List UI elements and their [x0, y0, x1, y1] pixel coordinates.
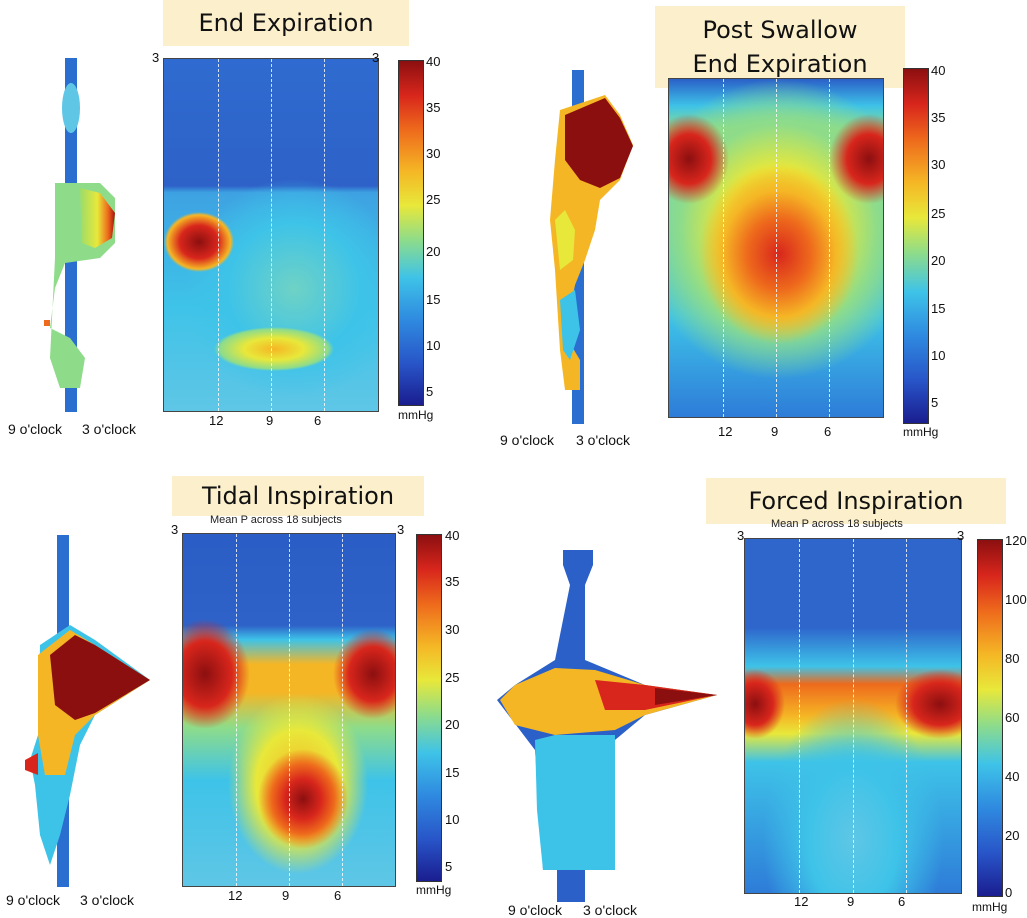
panel4-edge-right: 3 — [957, 528, 965, 543]
panel3-subtitle: Mean P across 18 subjects — [210, 514, 342, 526]
panel1-cbar-unit: mmHg — [398, 408, 434, 422]
panel4-cbar-unit: mmHg — [972, 900, 1008, 914]
panel3-title: Tidal Inspiration — [172, 476, 424, 516]
panel2-label-9oclock: 9 o'clock — [500, 432, 555, 448]
panel2-title-line2: End Expiration — [692, 50, 868, 78]
panel3-xtick-12: 12 — [228, 888, 243, 903]
panel1-label-9oclock: 9 o'clock — [8, 421, 63, 437]
panel2-cbar-tick-20: 20 — [931, 253, 946, 268]
panel2-cbar-tick-5: 5 — [931, 395, 939, 410]
panel3-cbar-tick-5: 5 — [445, 859, 453, 874]
panel2-cbar-tick-15: 15 — [931, 301, 946, 316]
panel1-colorbar — [398, 60, 424, 406]
panel1-cbar-tick-35: 35 — [426, 100, 441, 115]
panel3-cbar-unit: mmHg — [416, 883, 452, 897]
panel1-title: End Expiration — [163, 0, 409, 46]
panel4-cbar-tick-60: 60 — [1005, 710, 1020, 725]
panel4-cbar-tick-80: 80 — [1005, 651, 1020, 666]
panel3-cbar-tick-35: 35 — [445, 574, 460, 589]
panel3-label-3oclock: 3 o'clock — [80, 892, 135, 908]
panel1-label-3oclock: 3 o'clock — [82, 421, 137, 437]
panel4-edge-left: 3 — [737, 528, 745, 543]
panel2-cbar-tick-30: 30 — [931, 157, 946, 172]
panel3-edge-left: 3 — [171, 522, 179, 537]
panel4-label-9oclock: 9 o'clock — [508, 902, 563, 918]
panel1-cbar-tick-15: 15 — [426, 292, 441, 307]
panel3-cbar-tick-25: 25 — [445, 670, 460, 685]
panel2-colorbar — [903, 68, 929, 424]
panel4-colorbar — [977, 539, 1003, 897]
panel2-side-shape — [545, 70, 640, 424]
panel2-title: Post Swallow End Expiration — [655, 6, 905, 88]
panel2-xtick-6: 6 — [824, 424, 832, 439]
panel3-cbar-tick-40: 40 — [445, 528, 460, 543]
panel2-cbar-unit: mmHg — [903, 425, 939, 439]
panel4-heatmap — [744, 538, 962, 894]
panel3-heatmap — [182, 533, 396, 887]
panel2-cbar-tick-25: 25 — [931, 206, 946, 221]
panel3-cbar-tick-10: 10 — [445, 812, 460, 827]
panel1-xtick-12: 12 — [209, 413, 224, 428]
panel1-cbar-tick-10: 10 — [426, 338, 441, 353]
panel4-subtitle: Mean P across 18 subjects — [771, 518, 903, 530]
panel3-cbar-tick-30: 30 — [445, 622, 460, 637]
panel1-xtick-6: 6 — [314, 413, 322, 428]
panel3-edge-right: 3 — [397, 522, 405, 537]
panel3-cbar-tick-15: 15 — [445, 765, 460, 780]
panel4-label-3oclock: 3 o'clock — [583, 902, 638, 918]
panel3-title-text: Tidal Inspiration — [201, 482, 395, 510]
panel3-label-9oclock: 9 o'clock — [6, 892, 61, 908]
panel3-colorbar — [416, 534, 442, 882]
panel1-xtick-9: 9 — [266, 413, 274, 428]
panel1-edge-right: 3 — [372, 50, 380, 65]
panel4-cbar-tick-20: 20 — [1005, 828, 1020, 843]
panel1-cbar-tick-25: 25 — [426, 192, 441, 207]
panel4-side-shape — [495, 550, 720, 902]
panel3-cbar-tick-20: 20 — [445, 717, 460, 732]
panel2-cbar-tick-40: 40 — [931, 63, 946, 78]
panel1-cbar-tick-30: 30 — [426, 146, 441, 161]
panel3-xtick-6: 6 — [334, 888, 342, 903]
panel4-xtick-12: 12 — [794, 894, 809, 909]
panel1-side-shape — [40, 58, 130, 412]
panel4-title: Forced Inspiration — [706, 478, 1006, 524]
panel4-xtick-9: 9 — [847, 894, 855, 909]
panel3-xtick-9: 9 — [282, 888, 290, 903]
panel2-cbar-tick-35: 35 — [931, 110, 946, 125]
panel4-cbar-tick-40: 40 — [1005, 769, 1020, 784]
panel2-cbar-tick-10: 10 — [931, 348, 946, 363]
panel3-side-shape — [20, 535, 155, 887]
panel2-xtick-12: 12 — [718, 424, 733, 439]
panel4-title-text: Forced Inspiration — [748, 487, 964, 515]
panel4-cbar-tick-0: 0 — [1005, 885, 1013, 900]
panel2-label-3oclock: 3 o'clock — [576, 432, 631, 448]
panel4-cbar-tick-100: 100 — [1005, 592, 1027, 607]
panel2-heatmap — [668, 78, 884, 418]
panel2-xtick-9: 9 — [771, 424, 779, 439]
panel1-cbar-tick-5: 5 — [426, 384, 434, 399]
panel4-cbar-tick-120: 120 — [1005, 533, 1027, 548]
panel1-edge-left: 3 — [152, 50, 160, 65]
panel1-cbar-tick-40: 40 — [426, 54, 441, 69]
panel4-xtick-6: 6 — [898, 894, 906, 909]
panel1-title-text: End Expiration — [198, 9, 374, 37]
panel1-heatmap — [163, 58, 379, 412]
panel1-cbar-tick-20: 20 — [426, 244, 441, 259]
panel2-title-line1: Post Swallow — [702, 16, 858, 44]
